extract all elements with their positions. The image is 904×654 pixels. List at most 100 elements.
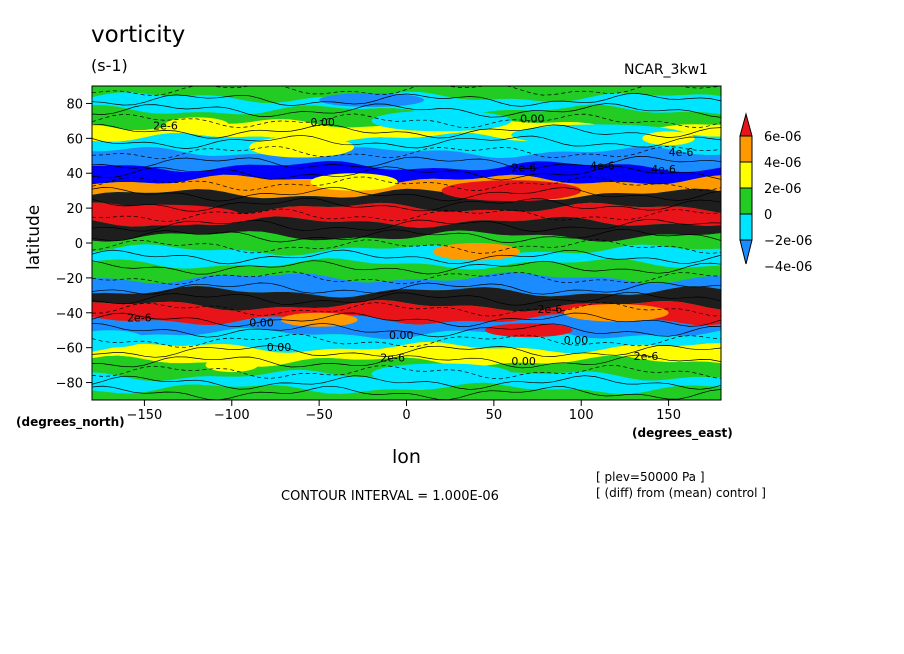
chart-title: vorticity [91, 22, 186, 48]
contour-line [92, 113, 721, 129]
y-axis-units: (degrees_north) [16, 415, 125, 429]
contour-line [92, 146, 721, 159]
y-tick-label: 40 [66, 167, 83, 182]
x-axis-units: (degrees_east) [632, 426, 733, 440]
contour-label: 4e-6 [590, 160, 615, 173]
x-axis-label: lon [392, 446, 421, 468]
vorticity-band [92, 86, 721, 103]
contour-line [92, 218, 721, 232]
colorbar-label: 6e-06 [764, 130, 802, 145]
colorbar-label: 0 [764, 208, 772, 223]
contour-line [92, 86, 721, 96]
contour-line [92, 176, 721, 191]
vorticity-band [92, 188, 721, 214]
contour-line [92, 345, 721, 358]
x-tick-label: 50 [486, 408, 503, 423]
contour-line [92, 197, 721, 212]
vorticity-cell [441, 180, 582, 202]
contour-label: 0.00 [267, 341, 292, 354]
contour-line [92, 301, 721, 317]
x-tick-label: 150 [656, 408, 681, 423]
vorticity-band [92, 230, 721, 256]
contour-line [92, 291, 721, 306]
vorticity-band [92, 146, 721, 173]
x-tick-label: 100 [569, 408, 594, 423]
colorbar: 6e-06 4e-06 2e-06 0 −2e-06 −4e-06 [739, 112, 812, 275]
y-tick-label: 0 [75, 237, 83, 252]
plev-note: [ plev=50000 Pa ] [596, 470, 705, 484]
vorticity-cell [511, 124, 687, 146]
contour-line [92, 134, 721, 149]
contour-label: 2e-6 [538, 303, 563, 316]
colorbar-label: 2e-06 [764, 182, 802, 197]
vorticity-cell [92, 330, 145, 348]
contour-line [92, 354, 721, 369]
contour-line [92, 249, 721, 265]
vorticity-cell [563, 304, 669, 322]
contour-label: 2e-6 [153, 120, 178, 133]
y-axis-label: latitude [24, 204, 44, 270]
y-tick-label: 20 [66, 202, 83, 217]
vorticity-cell [432, 243, 521, 261]
axes: −150 −100 −50 0 50 100 150 80 60 40 20 0 −20 −40 −60 −8… [56, 97, 681, 423]
dataset-label: NCAR_3kw1 [624, 62, 708, 78]
contour-line [92, 322, 721, 338]
chart-units: (s-1) [91, 56, 128, 75]
contour-line [92, 385, 721, 400]
contour-label: 4e-6 [669, 146, 694, 159]
vorticity-band [92, 300, 721, 326]
y-tick-label: −80 [56, 377, 83, 392]
contour-line [92, 365, 721, 380]
contour-line [92, 281, 721, 295]
contour-line [92, 165, 721, 181]
colorbar-top-triangle [739, 112, 753, 137]
vorticity-band [92, 382, 721, 400]
vorticity-band [92, 202, 721, 228]
contour-label: 2e-6 [511, 161, 536, 174]
x-tick-label: −100 [214, 408, 250, 423]
y-tick-label: −20 [56, 272, 83, 287]
diff-note: [ (diff) from (mean) control ] [596, 486, 766, 500]
vorticity-cell [310, 173, 398, 191]
contour-line [92, 375, 721, 390]
colorbar-segment [739, 161, 753, 189]
y-tick-label: −60 [56, 342, 83, 357]
contour-label: 0.00 [564, 334, 589, 347]
colorbar-segment [739, 213, 753, 241]
contour-interval: CONTOUR INTERVAL = 1.000E-06 [281, 489, 499, 504]
vorticity-band [92, 216, 721, 242]
contour-label: 2e-6 [127, 312, 152, 325]
vorticity-cell [485, 323, 573, 338]
vorticity-cell [165, 117, 229, 132]
vorticity-cell [249, 136, 355, 158]
colorbar-bottom-triangle [739, 239, 753, 265]
colorbar-label: −4e-06 [764, 260, 812, 275]
contour-line [92, 334, 721, 348]
vorticity-band [92, 132, 721, 159]
contour-line [92, 260, 721, 275]
vorticity-cell [280, 312, 358, 327]
contour-label: 4e-6 [651, 163, 676, 176]
contour-label: 0.00 [249, 317, 274, 330]
contour-line [92, 124, 721, 139]
contour-label: 0.00 [310, 116, 335, 129]
x-tick-label: −150 [127, 408, 163, 423]
contour-line [92, 239, 721, 254]
colorbar-segment [739, 135, 753, 163]
y-tick-label: 80 [66, 97, 83, 112]
y-tick-label: 60 [66, 132, 83, 147]
contour-label: 0.00 [511, 355, 536, 368]
contour-label: 0.00 [520, 113, 545, 126]
contour-line [92, 186, 721, 202]
vorticity-cell [92, 204, 241, 226]
contour-label: 0.00 [389, 329, 414, 342]
x-tick-label: −50 [305, 408, 332, 423]
contour-line [92, 208, 721, 222]
contour-label: 2e-6 [634, 350, 659, 363]
y-tick-label: −40 [56, 307, 83, 322]
colorbar-label: −2e-06 [764, 234, 812, 249]
vorticity-band [92, 160, 721, 187]
contour-line [92, 228, 721, 243]
colorbar-label: 4e-06 [764, 156, 802, 171]
